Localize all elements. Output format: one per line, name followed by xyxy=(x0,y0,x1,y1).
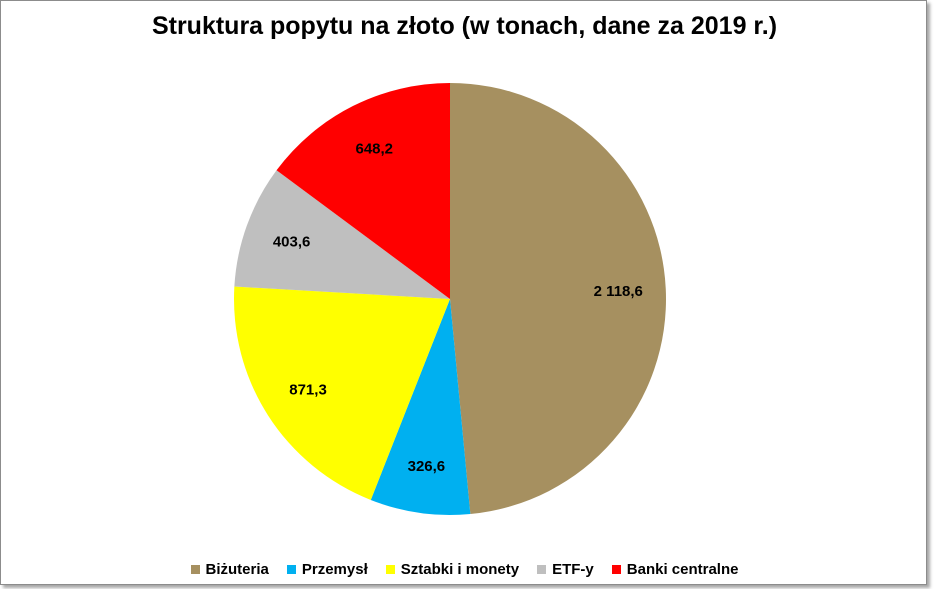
legend-item-1: Biżuteria xyxy=(190,561,269,578)
legend-swatch xyxy=(286,565,296,574)
pie-slice-1 xyxy=(450,83,667,515)
pie-slice-5 xyxy=(276,83,450,299)
legend-label: Przemysł xyxy=(301,561,368,578)
legend-swatch xyxy=(190,565,200,574)
legend-item-3: Sztabki i monety xyxy=(385,561,520,578)
legend-swatch xyxy=(385,565,395,574)
data-label-4: 403,6 xyxy=(273,234,311,251)
chart-title: Struktura popytu na złoto (w tonach, dan… xyxy=(151,12,778,40)
legend: Biżuteria Przemysł Sztabki i monety ETF-y Ba… xyxy=(1,561,928,578)
chart-area: Struktura popytu na złoto (w tonach, dan… xyxy=(0,0,927,585)
legend-item-4: ETF-y xyxy=(537,561,594,578)
legend-swatch xyxy=(611,565,621,574)
data-label-2: 326,6 xyxy=(408,458,446,475)
pie-slice-3 xyxy=(234,286,450,500)
pie-slice-2 xyxy=(370,299,471,515)
data-label-5: 648,2 xyxy=(355,140,393,157)
pie-chart: 2 118,6 326,6 871,3 403,6 648,2 xyxy=(234,83,667,515)
data-label-1: 2 118,6 xyxy=(594,283,643,300)
data-label-3: 871,3 xyxy=(289,382,327,399)
legend-label: ETF-y xyxy=(552,561,594,578)
legend-item-5: Banki centralne xyxy=(611,561,739,578)
legend-label: Biżuteria xyxy=(205,561,269,578)
legend-label: Sztabki i monety xyxy=(400,561,520,578)
legend-label: Banki centralne xyxy=(626,561,739,578)
pie-slice-4 xyxy=(234,170,450,299)
legend-item-2: Przemysł xyxy=(286,561,368,578)
legend-swatch xyxy=(537,565,547,574)
